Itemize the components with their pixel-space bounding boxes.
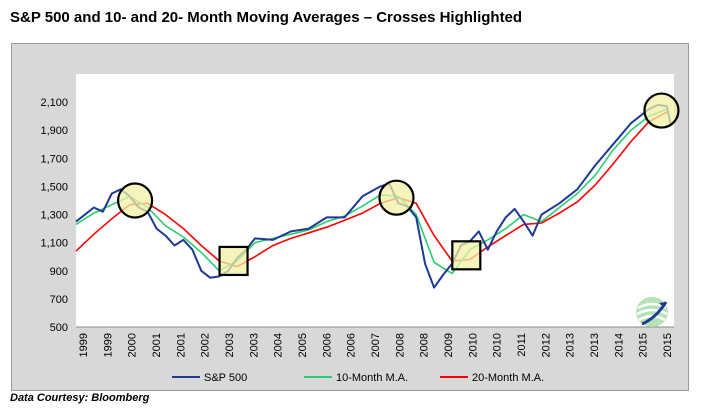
y-tick-label: 1,500 xyxy=(40,181,68,193)
x-tick-label: 2000 xyxy=(127,333,139,357)
data-credit: Data Courtesy: Bloomberg xyxy=(10,392,150,404)
cross-highlight-circle-2 xyxy=(378,179,415,216)
legend-label-2: 20-Month M.A. xyxy=(472,372,544,384)
x-tick-label: 2001 xyxy=(151,333,163,357)
x-tick-label: 2006 xyxy=(321,333,333,357)
cross-highlight-circle-0 xyxy=(116,182,154,219)
y-tick-label: 1,900 xyxy=(40,125,68,137)
cross-highlight-circle-4 xyxy=(643,92,680,129)
y-tick-label: 2,100 xyxy=(40,97,68,109)
legend-label-1: 10-Month M.A. xyxy=(336,372,408,384)
x-tick-label: 2006 xyxy=(346,333,358,357)
chart-svg: 5007009001,1001,3001,5001,7001,9002,100 … xyxy=(40,74,680,384)
x-tick-label: 2001 xyxy=(175,333,187,357)
x-tick-label: 2013 xyxy=(589,333,601,357)
series-line-2 xyxy=(75,111,668,268)
x-tick-label: 2015 xyxy=(638,333,650,357)
cross-highlight-square-1 xyxy=(218,245,249,277)
x-tick-label: 2010 xyxy=(492,333,504,357)
x-tick-label: 2007 xyxy=(370,333,382,357)
series-line-1 xyxy=(75,108,668,275)
y-tick-label: 1,100 xyxy=(40,238,68,250)
y-tick-label: 1,700 xyxy=(40,153,68,165)
x-tick-label: 2004 xyxy=(273,333,285,357)
x-tick-label: 2008 xyxy=(419,333,431,357)
y-tick-label: 700 xyxy=(50,294,68,306)
cross-highlight-square-3 xyxy=(451,240,482,271)
x-tick-label: 2002 xyxy=(200,333,212,357)
plot-area xyxy=(76,74,674,327)
y-tick-label: 1,300 xyxy=(40,210,68,222)
x-tick-label: 1999 xyxy=(78,333,90,357)
x-tick-label: 2012 xyxy=(540,333,552,357)
x-tick-label: 2003 xyxy=(248,333,260,357)
series-line-0 xyxy=(75,103,672,289)
x-tick-label: 2003 xyxy=(224,333,236,357)
x-tick-label: 2008 xyxy=(394,333,406,357)
x-tick-label: 2010 xyxy=(467,333,479,357)
x-tick-label: 1999 xyxy=(102,333,114,357)
y-tick-label: 500 xyxy=(50,322,68,334)
y-tick-label: 900 xyxy=(50,266,68,278)
legend-label-0: S&P 500 xyxy=(204,372,247,384)
x-tick-label: 2015 xyxy=(662,333,674,357)
chart-title: S&P 500 and 10- and 20- Month Moving Ave… xyxy=(10,9,523,26)
bull-swirl-logo xyxy=(636,297,668,327)
x-tick-label: 2014 xyxy=(613,333,625,357)
x-tick-label: 2005 xyxy=(297,333,309,357)
x-tick-label: 2009 xyxy=(443,333,455,357)
chart-panel: 500 700 900 1,100 1,300 1,500 1,700 1,900 2,100 … xyxy=(11,43,689,391)
x-tick-label: 2013 xyxy=(565,333,577,357)
x-tick-label: 2011 xyxy=(516,333,528,357)
